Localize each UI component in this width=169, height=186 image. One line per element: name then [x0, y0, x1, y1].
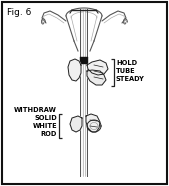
- Polygon shape: [87, 70, 106, 85]
- Bar: [81, 9, 87, 176]
- Text: Fig. 6: Fig. 6: [7, 8, 31, 17]
- FancyBboxPatch shape: [2, 2, 167, 184]
- Polygon shape: [87, 60, 108, 75]
- Bar: [83, 9, 85, 176]
- Polygon shape: [86, 114, 100, 132]
- Bar: [80, 57, 88, 63]
- Text: WITHDRAW
SOLID
WHITE
ROD: WITHDRAW SOLID WHITE ROD: [14, 107, 57, 137]
- Text: HOLD
TUBE
STEADY: HOLD TUBE STEADY: [116, 60, 145, 81]
- Polygon shape: [68, 59, 81, 81]
- Polygon shape: [70, 116, 82, 132]
